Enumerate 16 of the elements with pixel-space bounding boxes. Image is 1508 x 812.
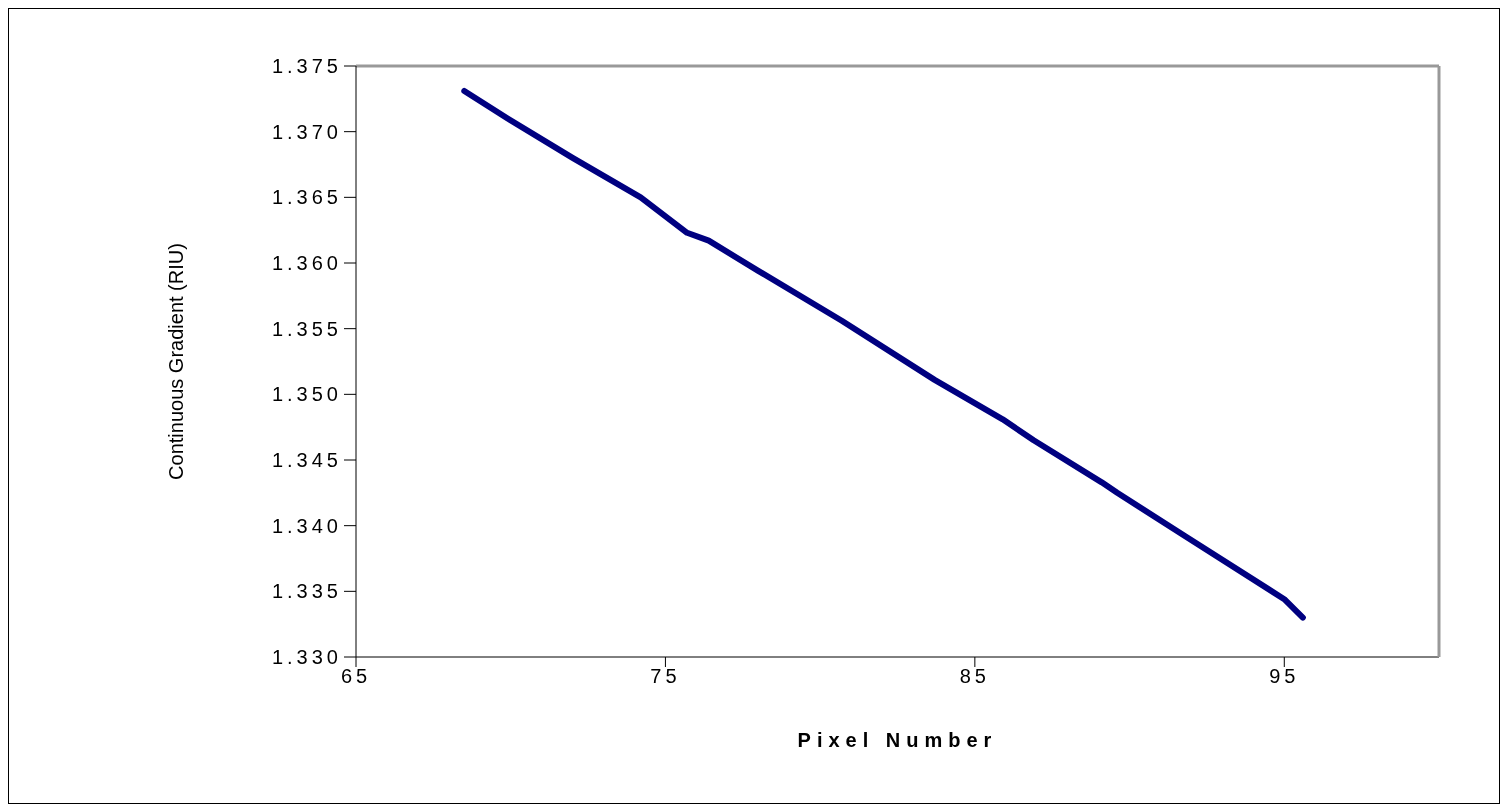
x-tick-label: 65 — [340, 665, 372, 688]
y-tick-label: 1.330 — [271, 646, 342, 669]
y-tick-label: 1.335 — [271, 580, 342, 603]
x-tick-label: 95 — [1269, 665, 1300, 688]
y-tick-label: 1.375 — [271, 55, 342, 78]
x-tick-label: 85 — [959, 665, 990, 688]
x-axis-title: Pixel Number — [797, 729, 998, 751]
y-tick-label: 1.355 — [271, 317, 342, 340]
y-tick-label: 1.370 — [271, 120, 342, 143]
y-tick-label: 1.350 — [271, 383, 342, 406]
y-axis-title: Continuous Gradient (RIU) — [165, 243, 188, 480]
y-tick-label: 1.345 — [271, 449, 342, 472]
y-tick-label: 1.340 — [271, 514, 342, 537]
y-tick-label: 1.365 — [271, 186, 342, 209]
x-tick-label: 75 — [650, 665, 681, 688]
y-tick-label: 1.360 — [271, 252, 342, 275]
